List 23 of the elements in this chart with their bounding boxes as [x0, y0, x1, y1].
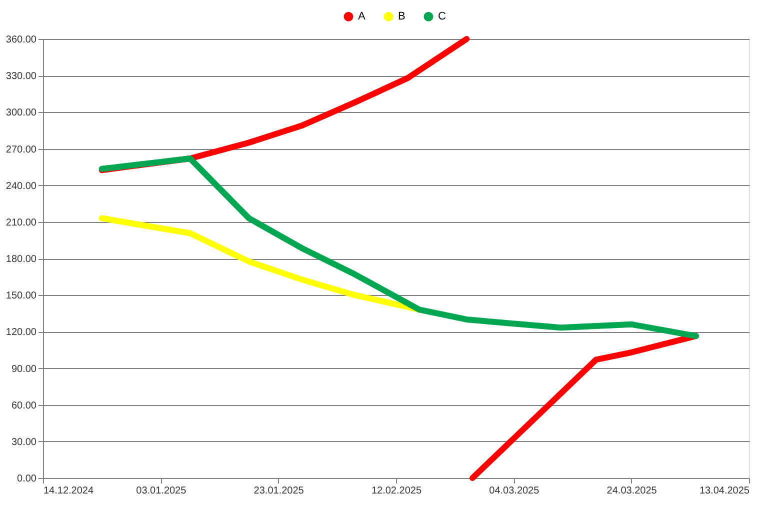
legend-label: C [438, 10, 446, 23]
y-tick-label: 210.00 [6, 217, 37, 228]
x-tick-label: 13.04.2025 [699, 486, 750, 496]
y-tick-label: 150.00 [6, 290, 37, 302]
y-tick-label: 30.00 [11, 436, 37, 448]
x-tick-label: 12.02.2025 [371, 486, 422, 496]
x-tick-label: 04.03.2025 [489, 486, 540, 496]
y-tick-label: 180.00 [6, 254, 37, 265]
legend-label: A [358, 10, 366, 23]
x-tick-label: 14.12.2024 [44, 486, 94, 496]
x-tick-label: 03.01.2025 [136, 486, 187, 496]
y-tick-label: 360.00 [6, 34, 37, 46]
y-tick-label: 330.00 [6, 71, 37, 82]
legend-label: B [398, 10, 406, 23]
x-tick-label: 24.03.2025 [606, 486, 658, 496]
y-tick-label: 0.00 [17, 474, 37, 484]
y-tick-label: 120.00 [6, 327, 37, 338]
y-tick-label: 270.00 [6, 144, 37, 156]
y-tick-label: 300.00 [6, 108, 37, 119]
y-tick-label: 90.00 [11, 364, 37, 375]
y-tick-label: 60.00 [11, 400, 37, 412]
y-tick-label: 240.00 [6, 180, 37, 192]
x-tick-label: 23.01.2025 [254, 486, 304, 496]
